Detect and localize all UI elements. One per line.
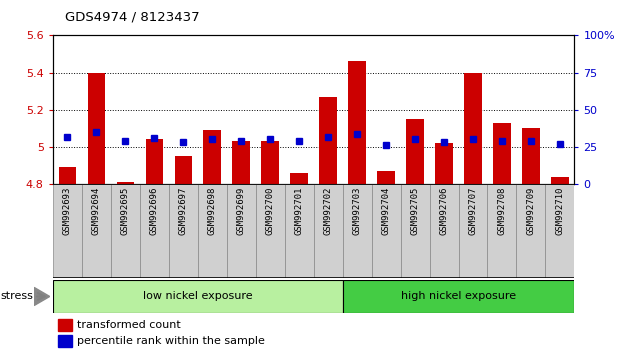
- Text: GSM992703: GSM992703: [353, 187, 361, 235]
- Bar: [435, 143, 453, 184]
- Bar: [140, 184, 169, 278]
- Bar: [291, 173, 308, 184]
- Bar: [343, 184, 371, 278]
- Bar: [169, 184, 197, 278]
- Text: percentile rank within the sample: percentile rank within the sample: [77, 336, 265, 346]
- Bar: [145, 139, 163, 184]
- Bar: [261, 141, 279, 184]
- Bar: [58, 335, 72, 347]
- Bar: [58, 319, 72, 331]
- Bar: [522, 129, 540, 184]
- Bar: [378, 171, 395, 184]
- Text: GSM992704: GSM992704: [381, 187, 391, 235]
- Text: GSM992695: GSM992695: [120, 187, 130, 235]
- Text: GSM992705: GSM992705: [410, 187, 420, 235]
- Bar: [348, 62, 366, 184]
- Bar: [517, 184, 545, 278]
- Text: GSM992693: GSM992693: [63, 187, 72, 235]
- Text: transformed count: transformed count: [77, 320, 181, 330]
- Bar: [227, 184, 256, 278]
- Bar: [197, 184, 227, 278]
- Bar: [82, 184, 111, 278]
- Bar: [430, 184, 458, 278]
- Text: GSM992699: GSM992699: [237, 187, 246, 235]
- Bar: [58, 167, 76, 184]
- Bar: [465, 73, 482, 184]
- Text: GSM992709: GSM992709: [527, 187, 535, 235]
- Bar: [256, 184, 284, 278]
- Text: low nickel exposure: low nickel exposure: [143, 291, 253, 302]
- Bar: [493, 123, 510, 184]
- Text: GSM992707: GSM992707: [468, 187, 478, 235]
- Bar: [53, 280, 343, 313]
- Bar: [545, 184, 574, 278]
- Bar: [175, 156, 192, 184]
- Bar: [117, 182, 134, 184]
- Bar: [88, 73, 105, 184]
- Bar: [53, 184, 82, 278]
- Text: GSM992700: GSM992700: [266, 187, 274, 235]
- Text: GSM992710: GSM992710: [555, 187, 564, 235]
- Bar: [371, 184, 401, 278]
- Text: GSM992697: GSM992697: [179, 187, 188, 235]
- Text: high nickel exposure: high nickel exposure: [401, 291, 516, 302]
- Bar: [406, 119, 424, 184]
- Bar: [314, 184, 343, 278]
- Text: GDS4974 / 8123437: GDS4974 / 8123437: [65, 11, 200, 24]
- Bar: [458, 184, 487, 278]
- Bar: [232, 141, 250, 184]
- Bar: [343, 280, 574, 313]
- Bar: [551, 177, 569, 184]
- Bar: [319, 97, 337, 184]
- Bar: [401, 184, 430, 278]
- Bar: [204, 130, 221, 184]
- Text: GSM992698: GSM992698: [207, 187, 217, 235]
- Text: GSM992708: GSM992708: [497, 187, 507, 235]
- Text: stress: stress: [1, 291, 34, 302]
- Bar: [487, 184, 517, 278]
- Bar: [111, 184, 140, 278]
- Bar: [284, 184, 314, 278]
- Text: GSM992694: GSM992694: [92, 187, 101, 235]
- Text: GSM992701: GSM992701: [294, 187, 304, 235]
- Text: GSM992706: GSM992706: [440, 187, 448, 235]
- Text: GSM992696: GSM992696: [150, 187, 159, 235]
- Text: GSM992702: GSM992702: [324, 187, 333, 235]
- Polygon shape: [34, 287, 50, 306]
